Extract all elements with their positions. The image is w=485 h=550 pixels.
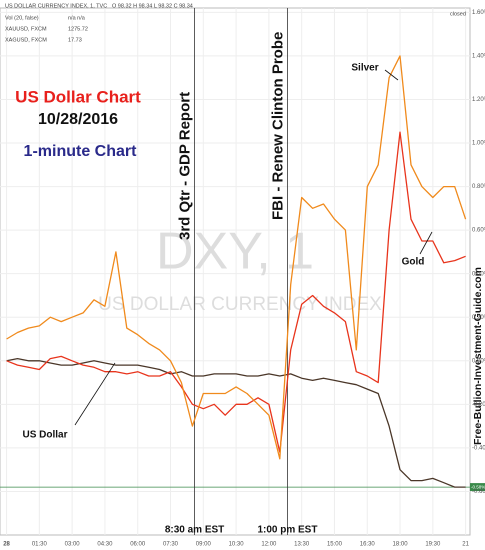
y-tick-label: -0.60% [472, 489, 485, 495]
site: Free-Bullion-Investment-Guide.com [472, 267, 484, 445]
event-label: FBI - Renew Clinton Probe [269, 32, 286, 220]
x-tick-label: 12:00 [261, 542, 277, 548]
plot-frame [0, 7, 471, 536]
header-ohlc: O 98.32 H 98.34 L 98.32 C 98.34 [112, 3, 193, 9]
y-tick-label: 0.20% [472, 315, 485, 321]
y-tick-label: 0.40% [472, 271, 485, 277]
x-tick-label: 01:30 [32, 542, 48, 548]
y-tick-label: 1.00% [472, 141, 485, 147]
plot: -0.58% [0, 8, 485, 535]
legend-value: 17.73 [68, 37, 82, 43]
x-tick-label: 21 [462, 542, 469, 548]
series-label: US Dollar [22, 430, 67, 441]
y-tick-label: 1.60% [472, 10, 485, 16]
x-tick-label: 19:30 [425, 542, 441, 548]
legend-name: XAGUSD, FXCM [5, 37, 47, 43]
price-label: -0.58% [471, 484, 485, 489]
event-time: 1:00 pm EST [257, 525, 317, 536]
x-tick-label: 28 [3, 542, 10, 548]
x-tick-label: 15:00 [327, 542, 343, 548]
header-title: US DOLLAR CURRENCY INDEX, 1, TVC [5, 3, 107, 9]
note-box: 1-minute Chart [23, 143, 137, 160]
x-tick-label: 03:00 [65, 542, 81, 548]
x-tick-label: 09:00 [196, 542, 212, 548]
legend-name: Vol (20, false) [5, 15, 39, 21]
label-pointer [74, 362, 116, 426]
grid [0, 7, 471, 536]
y-tick-label: -0.40% [472, 445, 485, 451]
series-line [6, 357, 466, 488]
label-pointer [384, 69, 399, 81]
price-badge [470, 483, 485, 492]
y-tick-label: -0.20% [472, 402, 485, 408]
series-label: Silver [351, 63, 378, 74]
x-tick-label: 10:30 [229, 542, 245, 548]
series-line [6, 55, 467, 460]
series-label: Gold [402, 257, 425, 268]
y-tick-label: 0.80% [472, 184, 485, 190]
subtitle: 10/28/2016 [38, 111, 118, 128]
x-tick-label: 06:00 [130, 542, 146, 548]
y-tick-label: 1.40% [472, 53, 485, 59]
x-tick-label: 16:30 [360, 542, 376, 548]
label-pointer [419, 231, 433, 255]
legend-name: XAUUSD, FXCM [5, 26, 47, 32]
y-tick-label: 1.20% [472, 97, 485, 103]
x-tick-label: 04:30 [97, 542, 113, 548]
y-tick-label: 0.00% [472, 358, 485, 364]
x-tick-label: 18:00 [393, 542, 409, 548]
x-tick-label: 13:30 [294, 542, 310, 548]
watermark-sub: US DOLLAR CURRENCY INDEX [98, 294, 382, 315]
note: 1-minute Chart [23, 143, 137, 160]
event-label: 3rd Qtr - GDP Report [177, 92, 194, 240]
x-tick-label: 07:30 [163, 542, 179, 548]
legend-value: 1275.72 [68, 26, 88, 32]
series-line [6, 131, 466, 453]
header-status: closed [450, 11, 466, 17]
event-time: 8:30 am EST [165, 525, 224, 536]
title: US Dollar Chart [15, 87, 141, 106]
y-tick-label: 0.60% [472, 228, 485, 234]
legend-value: n/a n/a [68, 15, 86, 21]
